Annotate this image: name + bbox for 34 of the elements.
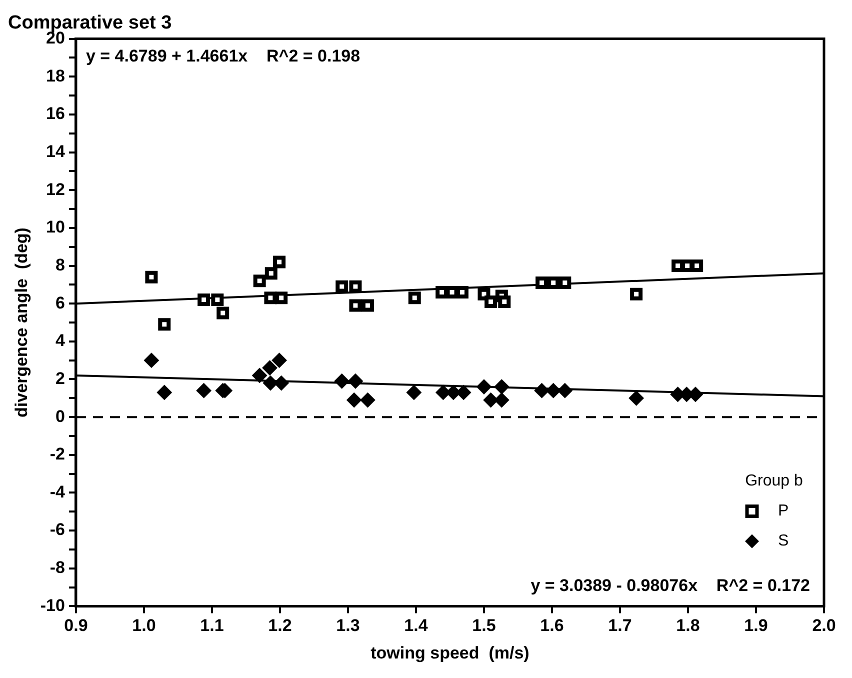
y-tick-label: 4 xyxy=(56,331,66,350)
x-tick-label: 1.1 xyxy=(200,616,224,636)
legend-label: P xyxy=(778,502,789,520)
x-tick-label: 1.2 xyxy=(268,616,292,636)
x-tick-label: 0.9 xyxy=(64,616,88,636)
y-tick-label: -10 xyxy=(40,596,65,615)
y-tick-label: 6 xyxy=(56,293,65,312)
y-tick-label: 16 xyxy=(46,104,65,124)
annotation: y = 4.6789 + 1.4661x R^2 = 0.198 xyxy=(86,46,360,66)
x-tick-label: 2.0 xyxy=(812,616,836,636)
legend-label: S xyxy=(778,532,789,550)
x-tick-label: 1.5 xyxy=(472,616,496,636)
y-tick-label: 8 xyxy=(56,255,65,274)
x-tick-label: 1.6 xyxy=(540,616,564,636)
x-tick-label: 1.8 xyxy=(676,616,700,636)
y-tick-label: 2 xyxy=(56,368,65,388)
x-tick-label: 1.7 xyxy=(608,616,632,636)
x-axis-title: towing speed (m/s) xyxy=(370,643,530,662)
x-tick-label: 1.3 xyxy=(336,616,360,636)
y-tick-label: 0 xyxy=(56,406,65,426)
y-tick-label: -2 xyxy=(50,444,65,464)
y-tick-label: -6 xyxy=(50,520,65,540)
y-tick-label: 10 xyxy=(46,218,65,237)
x-tick-label: 1.0 xyxy=(132,616,156,636)
y-tick-label: -4 xyxy=(50,482,66,502)
y-tick-label: 12 xyxy=(46,180,65,199)
y-tick-label: 18 xyxy=(46,66,65,86)
x-tick-label: 1.9 xyxy=(744,616,768,636)
y-tick-label: 14 xyxy=(46,142,66,161)
y-axis-title: divergence angle (deg) xyxy=(12,228,31,418)
legend-title: Group b xyxy=(745,472,804,490)
y-tick-label: -8 xyxy=(50,558,65,578)
annotation: y = 3.0389 - 0.98076x R^2 = 0.172 xyxy=(530,576,810,595)
x-tick-label: 1.4 xyxy=(404,616,428,636)
